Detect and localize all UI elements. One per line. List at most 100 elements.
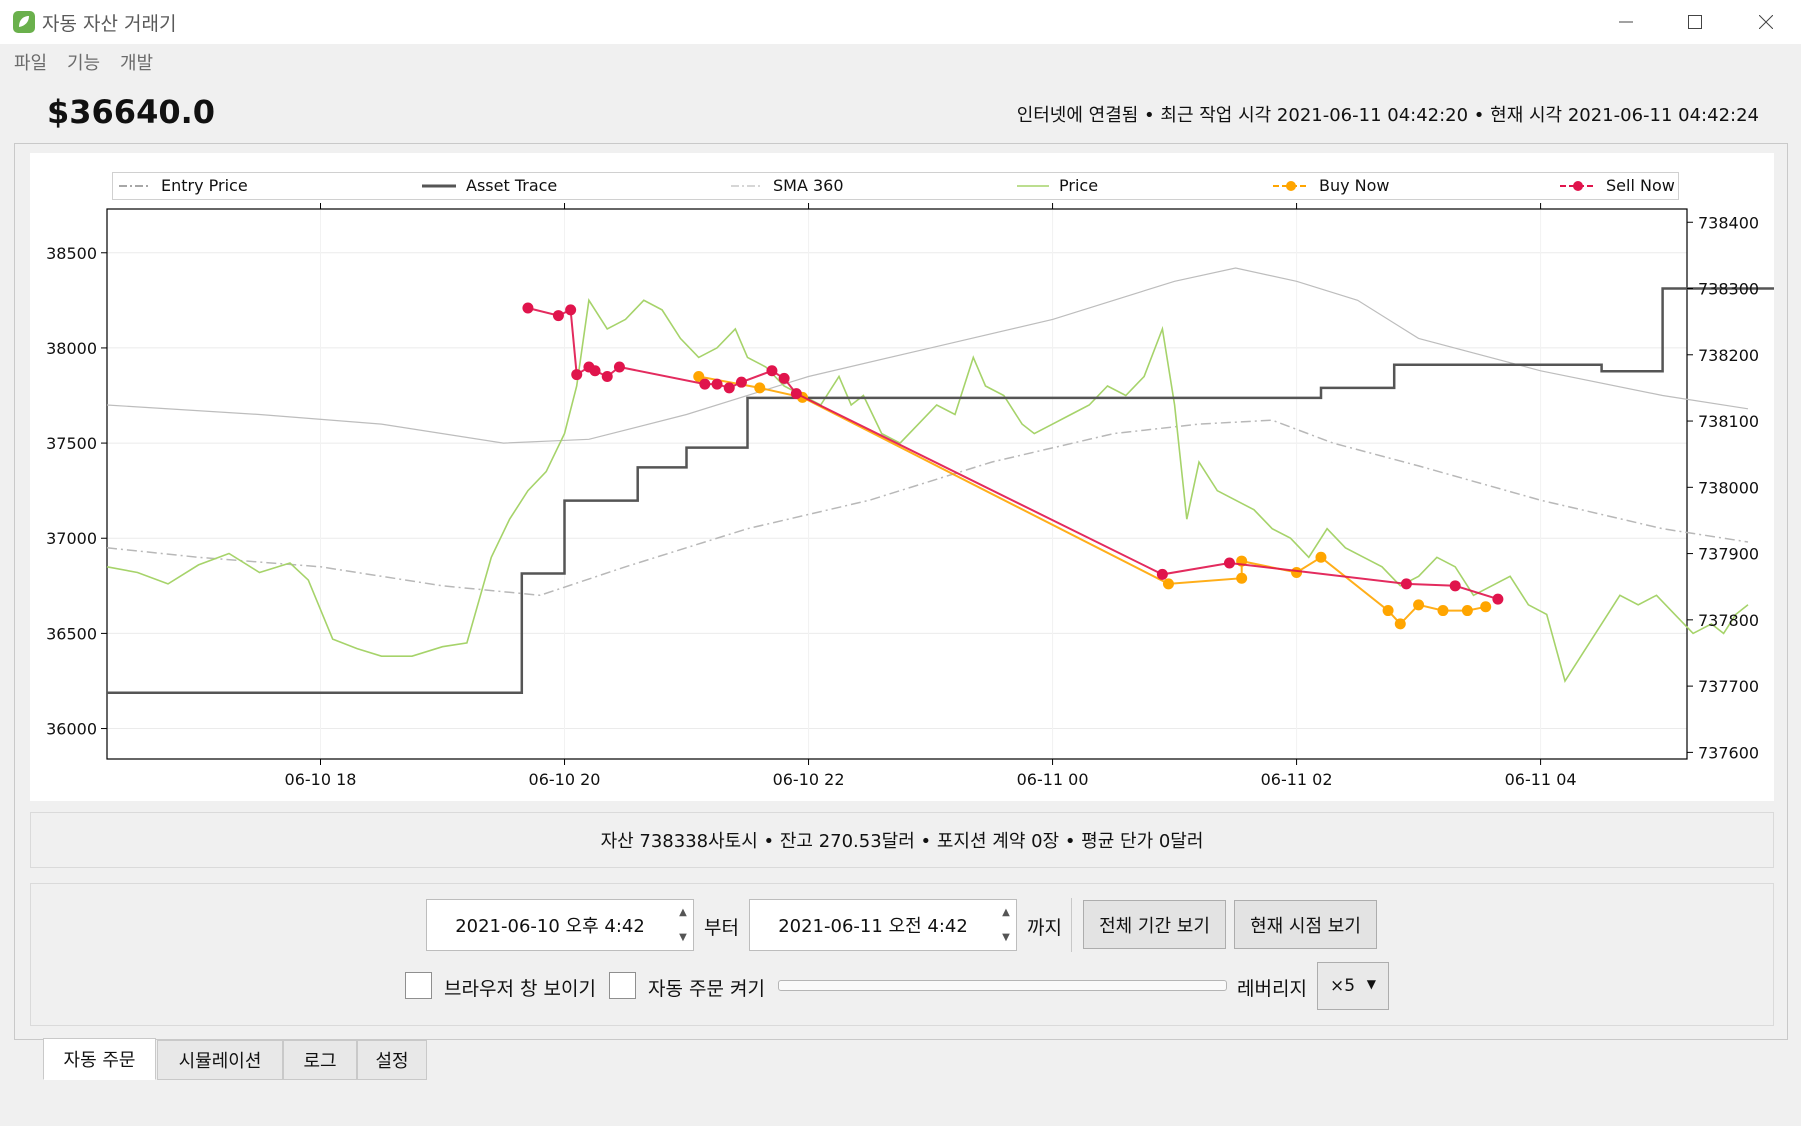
sell-now-marker [589,365,601,377]
current-time-button[interactable]: 현재 시점 보기 [1234,900,1377,949]
y-right-tick-label: 738200 [1698,346,1759,365]
spin-up-icon[interactable]: ▲ [679,907,687,918]
from-label: 부터 [704,917,739,939]
sell-now-marker [601,370,613,382]
sell-now-marker [522,302,534,314]
sell-now-marker [735,376,747,388]
legend-price: Price [1017,176,1098,195]
buy-now-marker [1162,578,1174,590]
spin-up-icon[interactable]: ▲ [1002,907,1010,918]
browser-window-checkbox[interactable] [405,972,432,999]
x-tick-label: 06-11 00 [1017,770,1089,789]
x-tick-label: 06-10 18 [285,770,357,789]
sell-now-marker [613,361,625,373]
tab-log[interactable]: 로그 [283,1040,357,1080]
y-left-tick-label: 38000 [46,339,97,358]
spin-down-icon[interactable]: ▼ [1002,932,1010,943]
leverage-value: ×5 [1330,976,1356,996]
y-left-tick-label: 36500 [46,624,97,643]
series-price [106,298,1749,683]
buy-now-marker [1461,605,1473,617]
chart-area[interactable]: 36000 36500 37000 37500 38000 38500 737600 7377… [30,153,1774,801]
legend-label: Entry Price [161,176,248,195]
series-entry-price [106,419,1749,597]
minimize-button[interactable] [1597,0,1655,44]
solid-line-icon [1017,184,1049,187]
buy-now-marker [1480,601,1492,613]
auto-order-checkbox[interactable] [609,972,636,999]
account-info: 자산 738338사토시 • 잔고 270.53달러 • 포지션 계약 0장 •… [30,812,1774,868]
chart-legend: Entry Price Asset Trace SMA 360 Price Bu… [112,172,1679,200]
controls-panel [30,883,1774,1026]
tab-auto-order[interactable]: 자동 주문 [43,1038,156,1080]
spin-down-icon[interactable]: ▼ [679,932,687,943]
close-button[interactable] [1737,0,1795,44]
dash-dot-line-icon [119,184,151,187]
buy-now-marker [1382,605,1394,617]
legend-label: Buy Now [1319,176,1390,195]
y-left-tick-label: 37000 [46,529,97,548]
x-tick-label: 06-10 20 [529,770,601,789]
sell-now-marker [1400,578,1412,590]
current-price: $36640.0 [47,93,216,131]
menu-file[interactable]: 파일 [14,53,48,74]
end-date-spinbox[interactable]: 2021-06-11 오전 4:42 ▲ ▼ [749,899,1017,951]
sell-now-marker [723,382,735,394]
close-icon [1759,15,1773,29]
buy-now-marker [1394,618,1406,630]
sell-now-marker [778,372,790,384]
app-icon [13,11,35,33]
legend-asset-trace: Asset Trace [422,176,557,195]
tab-settings[interactable]: 설정 [357,1040,427,1080]
leverage-select[interactable]: ×5 ▼ [1317,962,1389,1010]
sell-now-marker [699,378,711,390]
y-right-tick-label: 737700 [1698,677,1759,696]
auto-order-label: 자동 주문 켜기 [648,978,765,1000]
y-right-tick-label: 738000 [1698,478,1759,497]
buy-now-marker [1315,551,1327,563]
legend-sma-360: SMA 360 [731,176,844,195]
legend-sell-now: Sell Now [1560,176,1675,195]
marker-line-icon [1273,180,1309,191]
tab-simulation[interactable]: 시뮬레이션 [157,1040,283,1080]
marker-line-icon [1560,180,1596,191]
menu-dev[interactable]: 개발 [120,53,154,74]
price-chart[interactable]: 36000 36500 37000 37500 38000 38500 737600 7377… [30,153,1774,801]
spin-arrows: ▲ ▼ [996,900,1016,950]
buy-now-marker [693,370,705,382]
legend-label: Price [1059,176,1099,195]
end-date-value: 2021-06-11 오전 4:42 [778,916,968,937]
buy-now-marker [1437,605,1449,617]
sell-now-marker [1223,557,1235,569]
x-tick-label: 06-10 22 [773,770,845,789]
full-period-button[interactable]: 전체 기간 보기 [1083,900,1226,949]
separator [1071,898,1072,952]
status-text: 인터넷에 연결됨 • 최근 작업 시각 2021-06-11 04:42:20 … [1016,105,1759,126]
sell-now-marker [766,365,778,377]
title-bar [0,0,1801,44]
window-title: 자동 자산 거래기 [42,13,177,35]
sell-now-marker [790,388,802,400]
y-left-tick-label: 38500 [46,244,97,263]
solid-line-icon [422,184,456,187]
buy-now-marker [1236,572,1248,584]
legend-label: Sell Now [1606,176,1675,195]
legend-buy-now: Buy Now [1273,176,1390,195]
y-right-tick-label: 738100 [1698,412,1759,431]
sell-now-marker [565,304,577,316]
sell-now-marker [571,369,583,381]
y-right-tick-label: 737600 [1698,743,1759,762]
chevron-down-icon: ▼ [1366,977,1376,991]
buy-now-marker [1413,599,1425,611]
progress-slider[interactable] [778,980,1227,991]
y-right-tick-label: 737900 [1698,545,1759,564]
y-right-tick-label: 737800 [1698,611,1759,630]
plot-frame [106,208,1688,760]
menu-features[interactable]: 기능 [67,53,101,74]
sell-now-marker [711,378,723,390]
sell-now-marker [552,310,564,322]
browser-window-label: 브라우저 창 보이기 [444,978,596,1000]
start-date-spinbox[interactable]: 2021-06-10 오후 4:42 ▲ ▼ [426,899,694,951]
start-date-value: 2021-06-10 오후 4:42 [455,916,645,937]
maximize-button[interactable] [1666,0,1724,44]
